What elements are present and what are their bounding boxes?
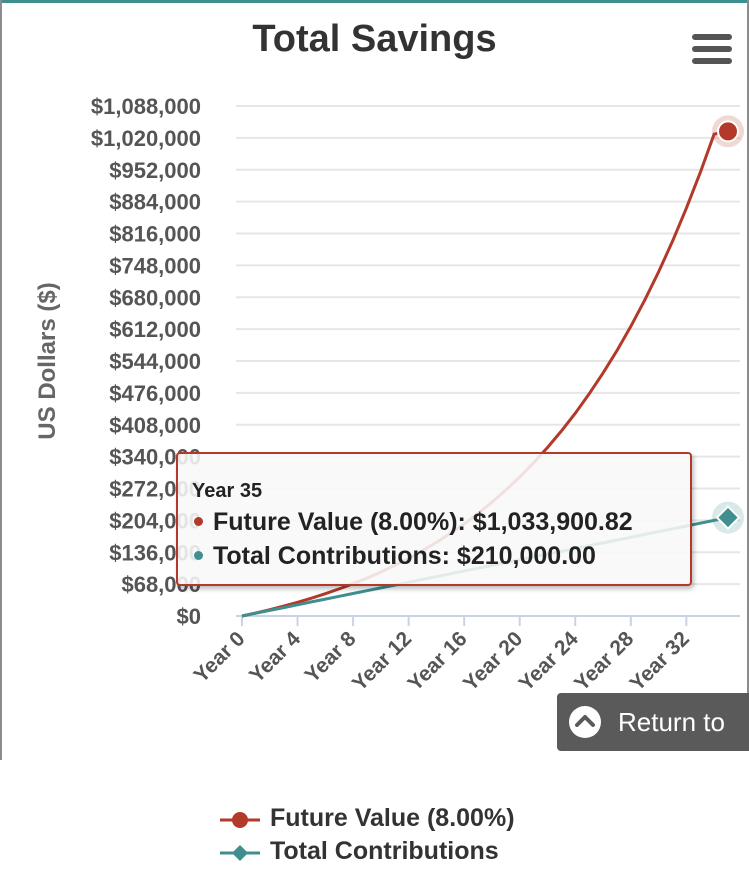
y-tick-label: $612,000 xyxy=(109,317,201,342)
future-value-point xyxy=(717,120,739,143)
return-to-top-button[interactable]: Return to xyxy=(557,693,749,751)
y-tick-label: $476,000 xyxy=(109,381,201,406)
y-tick-label: $0 xyxy=(177,604,201,629)
x-tick-label: Year 16 xyxy=(403,627,471,695)
x-tick-label: Year 32 xyxy=(626,627,694,695)
y-tick-label: $1,020,000 xyxy=(91,126,201,151)
chart-title: Total Savings xyxy=(252,18,497,60)
legend-label-future-value: Future Value (8.00%) xyxy=(270,804,515,832)
x-tick-label: Year 20 xyxy=(459,627,527,695)
y-tick-label: $544,000 xyxy=(109,349,201,374)
y-axis-label: US Dollars ($) xyxy=(34,282,61,439)
total-contributions-dot-icon xyxy=(194,550,203,560)
top-accent-rule xyxy=(0,0,749,3)
x-tick-label: Year 12 xyxy=(348,627,416,695)
x-tick-label: Year 24 xyxy=(515,627,584,696)
x-tick-label: Year 0 xyxy=(189,627,249,687)
y-tick-label: $748,000 xyxy=(109,253,201,278)
y-tick-label: $816,000 xyxy=(109,222,201,247)
y-tick-label: $408,000 xyxy=(109,413,201,438)
tooltip-header: Year 35 xyxy=(192,480,263,502)
x-tick-label: Year 28 xyxy=(570,627,639,696)
tooltip-row-future-value: Future Value (8.00%): $1,033,900.82 xyxy=(194,508,633,537)
legend-label-total-contributions: Total Contributions xyxy=(270,837,499,865)
chart-frame-right xyxy=(747,0,749,700)
chevron-up-icon xyxy=(569,706,601,738)
chart-tooltip: Year 35 Future Value (8.00%): $1,033,900… xyxy=(176,452,692,586)
series-markers xyxy=(712,115,744,534)
tooltip-future-value-text: Future Value (8.00%): $1,033,900.82 xyxy=(213,508,633,536)
y-tick-label: $884,000 xyxy=(109,190,201,215)
hamburger-menu-icon[interactable] xyxy=(692,34,732,66)
y-axis-tick-labels: $0$68,000$136,000$204,000$272,000$340,00… xyxy=(91,94,201,629)
chart-frame-left xyxy=(0,0,2,760)
tooltip-total-contributions-text: Total Contributions: $210,000.00 xyxy=(213,542,596,570)
y-tick-label: $1,088,000 xyxy=(91,94,201,119)
diamond-marker-icon xyxy=(220,845,260,861)
x-tick-label: Year 4 xyxy=(245,627,305,687)
circle-marker-icon xyxy=(220,812,260,828)
y-tick-label: $952,000 xyxy=(109,158,201,183)
return-to-top-label: Return to xyxy=(618,707,725,737)
y-tick-label: $680,000 xyxy=(109,285,201,310)
tooltip-row-total-contributions: Total Contributions: $210,000.00 xyxy=(194,542,596,571)
future-value-dot-icon xyxy=(194,516,203,526)
total-contributions-point xyxy=(715,505,741,530)
